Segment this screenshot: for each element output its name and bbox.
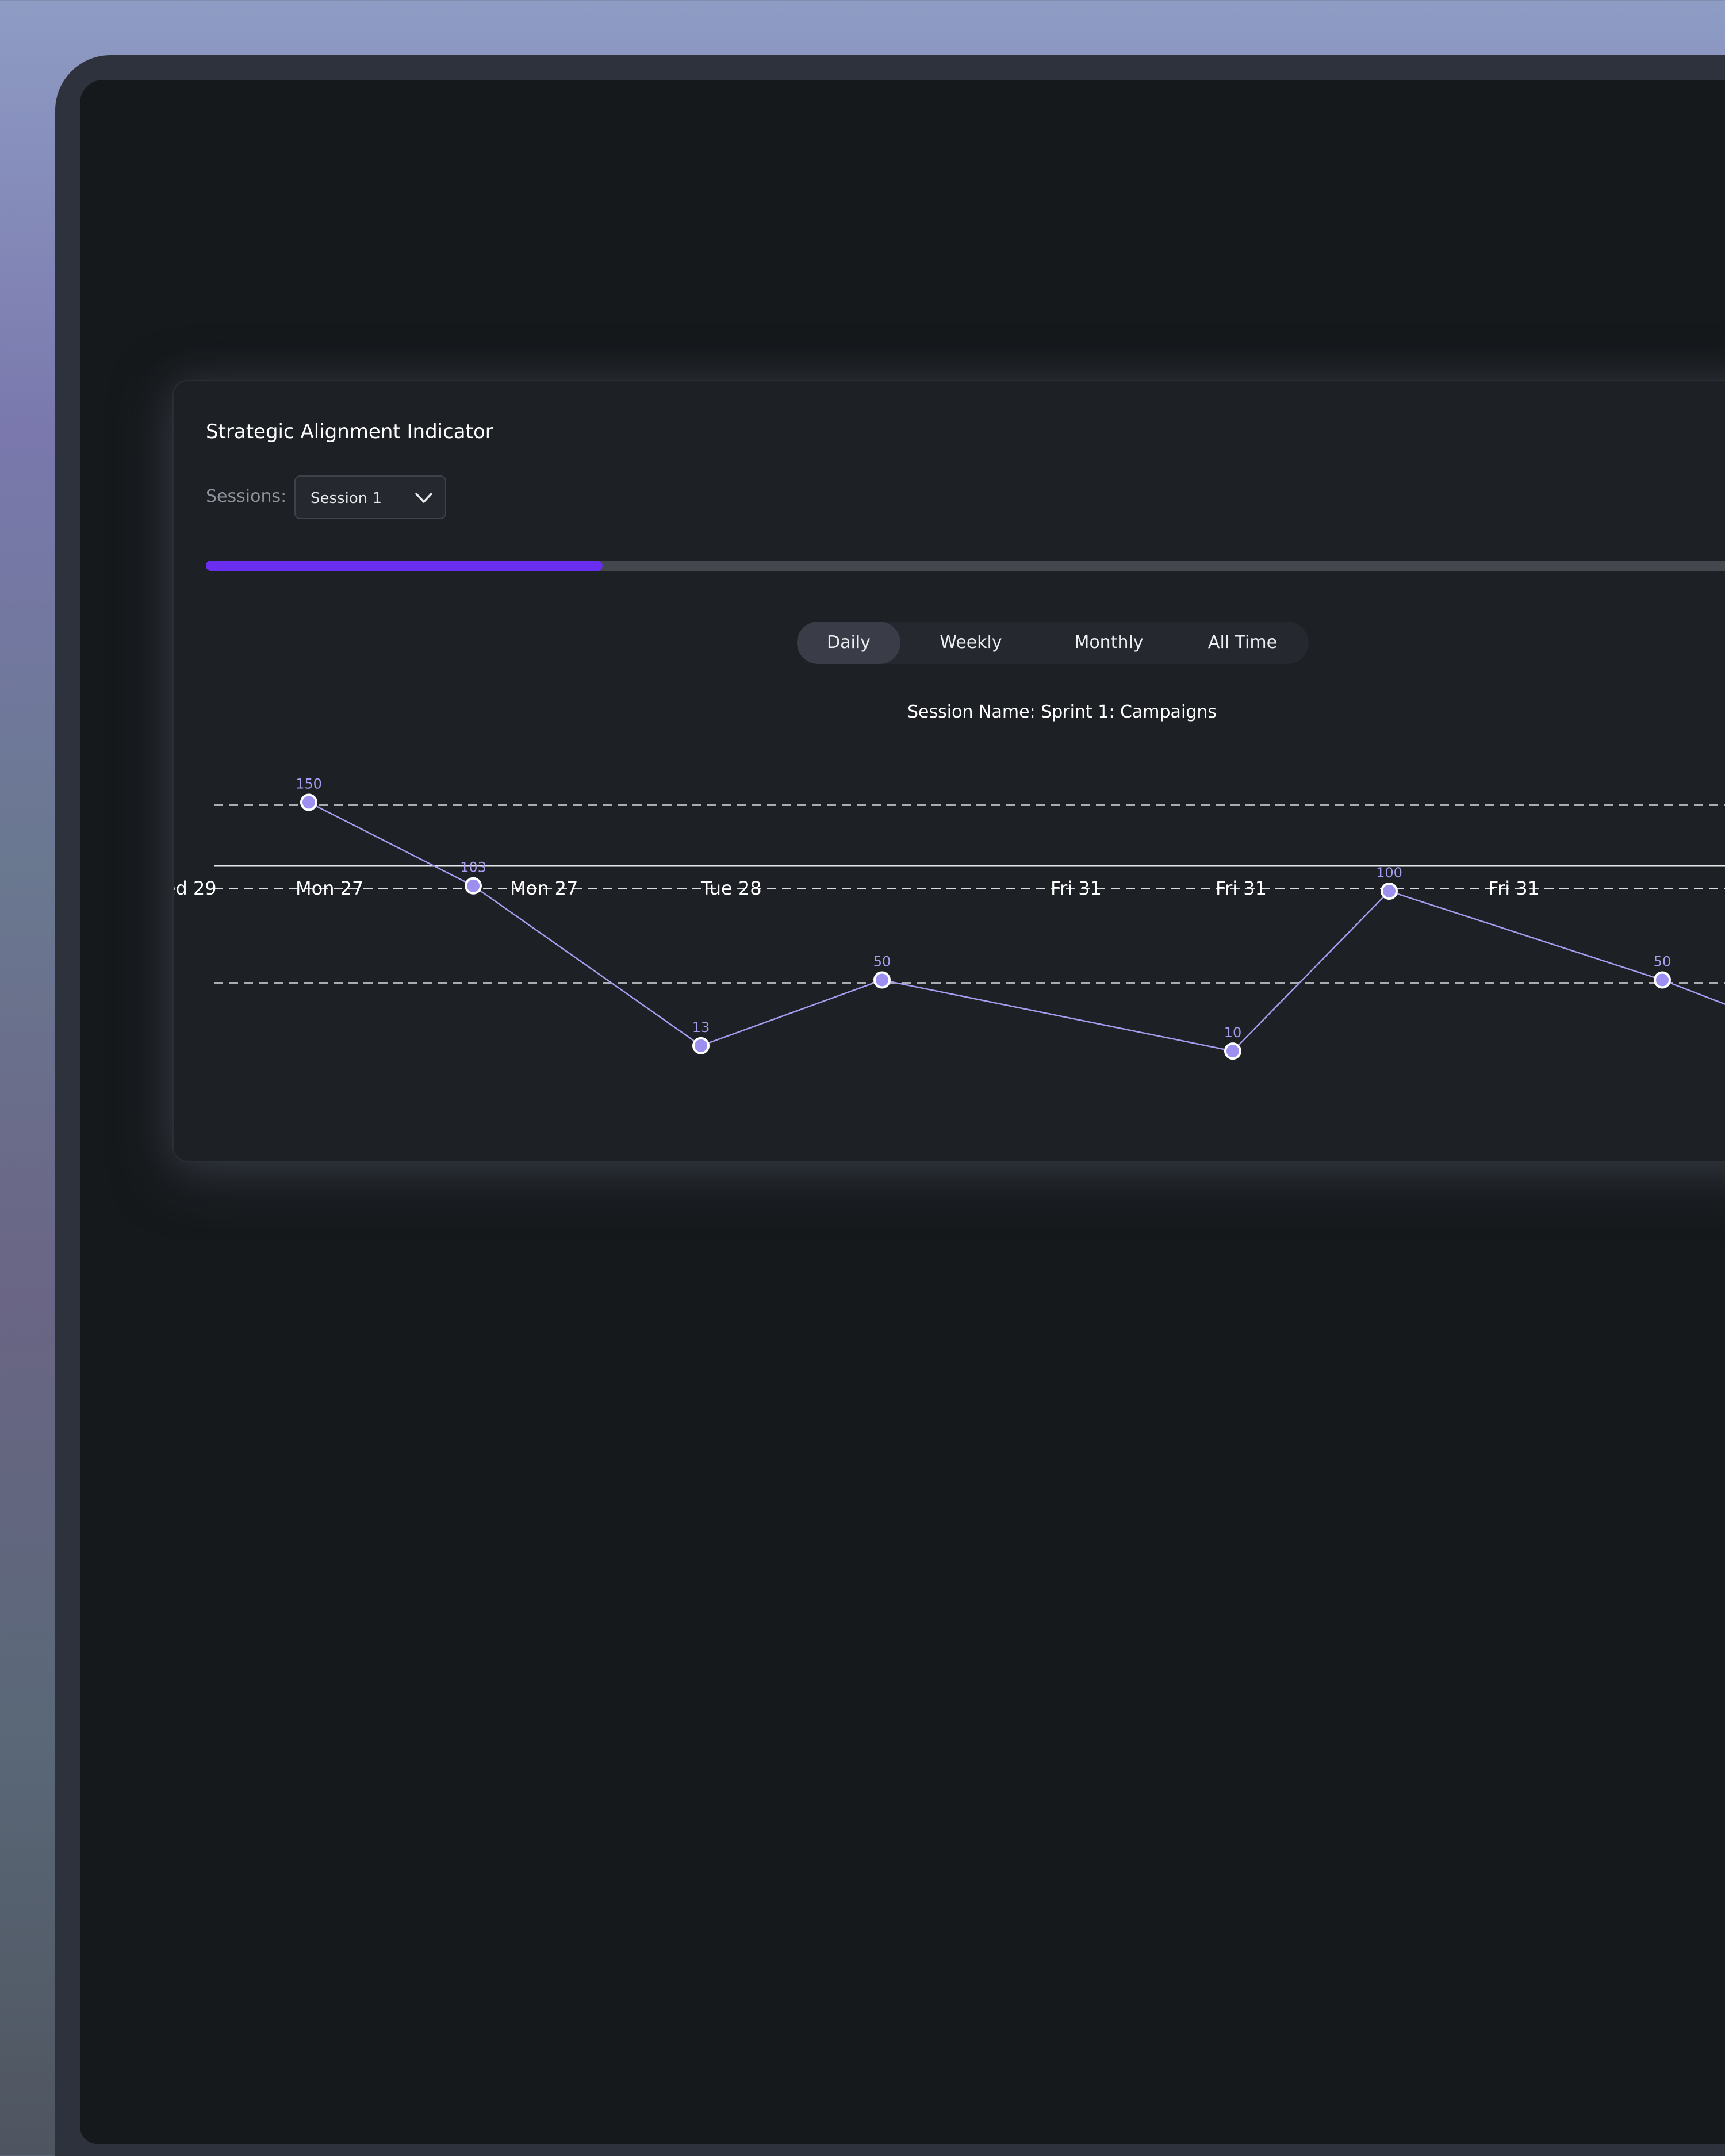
sessions-dropdown[interactable]: Session 1 <box>294 475 446 519</box>
tab-monthly[interactable]: Monthly <box>1074 632 1144 653</box>
data-label: 10 <box>1224 1025 1242 1041</box>
chart-title: Session Name: Sprint 1: Campaigns <box>907 702 1217 722</box>
app-screen: Strategic Alignment Indicator Sessions: … <box>80 80 1725 2144</box>
x-tick-label: Fri 31 <box>1216 877 1267 899</box>
x-tick-label: Mon 27 <box>296 877 363 899</box>
data-point <box>692 1037 710 1054</box>
x-tick-label: Tue 28 <box>700 877 762 899</box>
tab-all-time[interactable]: All Time <box>1208 632 1278 653</box>
x-tick-label: Mon 27 <box>510 877 578 899</box>
data-label: 50 <box>873 954 891 970</box>
line-chart: 150 103 13 50 10 100 50 Wed 29 Mon 27 Mon 27 Tue 2… <box>174 776 1725 1060</box>
x-tick-label: Fri 31 <box>1488 877 1539 899</box>
tab-daily[interactable]: Daily <box>797 622 900 664</box>
period-tabs: Daily Weekly Monthly All Time <box>797 622 1309 664</box>
data-label: 103 <box>460 860 486 876</box>
progress-bar <box>206 561 1725 571</box>
tab-weekly[interactable]: Weekly <box>940 632 1002 653</box>
sessions-dropdown-value: Session 1 <box>310 490 382 507</box>
x-tick-label: Fri 31 <box>1051 877 1102 899</box>
data-label: 100 <box>1376 865 1402 881</box>
data-point <box>1654 971 1671 989</box>
data-point <box>1381 883 1398 900</box>
data-point <box>465 877 482 895</box>
card-title: Strategic Alignment Indicator <box>206 420 493 443</box>
data-point <box>873 971 891 989</box>
data-label: 13 <box>692 1019 710 1035</box>
chevron-down-icon <box>415 493 432 503</box>
data-label: 50 <box>1654 954 1672 970</box>
progress-bar-fill <box>206 561 603 571</box>
x-tick-label: Wed 29 <box>174 877 217 899</box>
series-line <box>308 801 1725 1052</box>
data-point <box>300 793 317 811</box>
sessions-label: Sessions: <box>206 486 287 507</box>
chart-card: Strategic Alignment Indicator Sessions: … <box>172 380 1725 1162</box>
data-label: 150 <box>296 776 322 792</box>
data-point <box>1224 1042 1241 1060</box>
